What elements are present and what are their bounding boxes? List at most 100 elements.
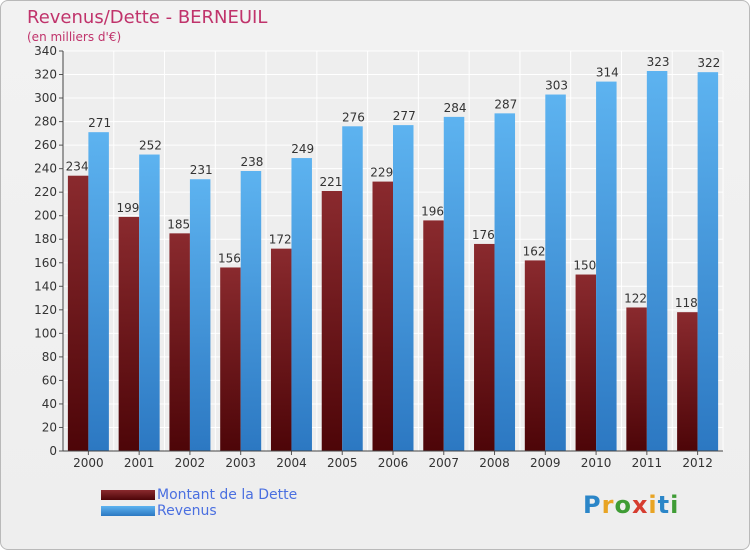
y-tick-label: 220	[34, 185, 57, 199]
y-tick-label: 260	[34, 138, 57, 152]
data-label: 323	[647, 55, 670, 69]
y-tick-label: 300	[34, 91, 57, 105]
bar-revenus	[697, 72, 719, 452]
data-label: 322	[697, 56, 720, 70]
x-tick-label: 2002	[175, 456, 206, 470]
data-label: 238	[240, 155, 263, 169]
data-label: 231	[190, 163, 213, 177]
data-label: 314	[596, 66, 619, 80]
legend-item-dette: Montant de la Dette	[101, 487, 297, 503]
y-tick-label: 120	[34, 303, 57, 317]
bar-dette	[423, 220, 444, 451]
y-tick-label: 20	[42, 420, 57, 434]
data-label: 150	[573, 259, 596, 273]
logo-letter: o	[614, 491, 632, 519]
y-tick-label: 40	[42, 397, 57, 411]
data-label: 249	[291, 142, 314, 156]
data-label: 199	[116, 201, 139, 215]
bar-dette	[677, 312, 698, 451]
bar-dette	[270, 248, 292, 451]
logo-letter: r	[601, 491, 615, 519]
bar-revenus	[88, 132, 109, 452]
legend-label-dette: Montant de la Dette	[157, 487, 298, 503]
bar-revenus	[139, 154, 160, 451]
y-tick-label: 80	[42, 350, 57, 364]
x-tick-label: 2005	[327, 456, 358, 470]
x-tick-label: 2001	[124, 456, 155, 470]
x-tick-label: 2010	[581, 456, 612, 470]
data-label: 229	[370, 166, 393, 180]
bar-revenus	[545, 94, 566, 451]
x-tick-label: 2012	[682, 456, 713, 470]
data-label: 118	[675, 296, 698, 310]
bar-dette	[626, 307, 647, 451]
legend-label-revenus: Revenus	[157, 503, 217, 519]
logo-letter: t	[657, 491, 671, 519]
y-tick-label: 160	[34, 256, 57, 270]
y-tick-label: 280	[34, 115, 57, 129]
bar-dette	[575, 274, 597, 451]
legend: Montant de la Dette Revenus	[101, 487, 297, 519]
bar-revenus	[443, 116, 465, 451]
bar-dette	[474, 243, 495, 451]
x-tick-label: 2009	[530, 456, 561, 470]
data-label: 284	[444, 101, 467, 115]
data-label: 196	[421, 204, 444, 218]
y-tick-label: 200	[34, 209, 57, 223]
y-tick-label: 180	[34, 232, 57, 246]
logo-letter: i	[670, 491, 680, 519]
bar-dette	[372, 181, 393, 451]
logo-letter: x	[631, 491, 649, 519]
data-label: 276	[342, 110, 365, 124]
data-label: 221	[320, 175, 343, 189]
y-tick-label: 240	[34, 162, 57, 176]
x-tick-label: 2006	[378, 456, 409, 470]
bar-revenus	[646, 71, 668, 451]
data-label: 277	[393, 109, 416, 123]
x-tick-label: 2007	[428, 456, 459, 470]
data-label: 252	[139, 139, 162, 153]
x-tick-label: 2011	[632, 456, 663, 470]
proxiti-logo: Proxiti	[583, 491, 679, 519]
data-label: 303	[545, 79, 568, 93]
logo-letter: i	[648, 491, 658, 519]
chart-title: Revenus/Dette - BERNEUIL	[27, 7, 268, 28]
y-tick-label: 0	[49, 444, 57, 458]
bar-revenus	[342, 126, 363, 451]
x-tick-label: 2008	[479, 456, 510, 470]
y-tick-label: 320	[34, 68, 57, 82]
data-label: 185	[167, 217, 190, 231]
y-tick-label: 340	[34, 44, 57, 58]
data-label: 122	[624, 291, 647, 305]
bar-dette	[67, 175, 89, 452]
x-tick-label: 2004	[276, 456, 307, 470]
data-label: 162	[523, 244, 546, 258]
data-label: 176	[472, 228, 495, 242]
legend-swatch-dette	[101, 490, 155, 500]
y-tick-label: 140	[34, 279, 57, 293]
data-label: 271	[88, 116, 111, 130]
data-label: 234	[66, 160, 89, 174]
bar-revenus	[393, 125, 414, 451]
data-label: 287	[494, 97, 517, 111]
y-tick-label: 100	[34, 326, 57, 340]
data-label: 156	[218, 251, 241, 265]
bar-dette	[220, 267, 241, 451]
bar-revenus	[291, 158, 312, 451]
legend-swatch-revenus	[101, 506, 155, 516]
bar-revenus	[240, 171, 262, 451]
bar-dette	[118, 216, 140, 451]
bar-dette	[321, 191, 343, 451]
logo-letter: P	[583, 491, 602, 519]
bar-dette	[524, 260, 546, 451]
y-tick-label: 60	[42, 373, 57, 387]
x-tick-label: 2003	[225, 456, 256, 470]
bar-revenus	[494, 113, 516, 452]
bar-dette	[169, 233, 190, 451]
data-label: 172	[269, 233, 292, 247]
chart-subtitle: (en milliers d'€)	[27, 30, 122, 44]
bar-revenus	[596, 81, 617, 452]
legend-item-revenus: Revenus	[101, 503, 297, 519]
